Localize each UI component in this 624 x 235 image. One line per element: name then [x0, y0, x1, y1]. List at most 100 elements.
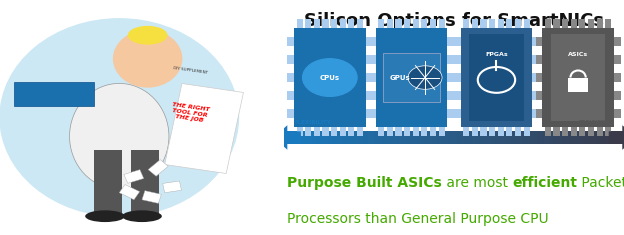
Bar [598, 131, 600, 144]
Bar [584, 131, 587, 144]
Bar [357, 127, 363, 136]
Bar [447, 37, 454, 46]
Bar [414, 131, 417, 144]
Ellipse shape [128, 26, 167, 45]
Bar [294, 28, 366, 127]
Bar [321, 131, 323, 144]
Bar [412, 131, 415, 144]
Text: EFFICIENCY: EFFICIENCY [578, 120, 614, 125]
Bar [620, 131, 623, 144]
FancyArrow shape [608, 125, 624, 150]
Bar [475, 131, 477, 144]
Bar [439, 127, 445, 136]
Bar [404, 19, 410, 28]
Bar [602, 131, 605, 144]
Bar [547, 131, 549, 144]
Bar [426, 131, 428, 144]
Bar [520, 131, 522, 144]
Bar [359, 131, 361, 144]
Bar [94, 150, 122, 216]
Bar [517, 131, 520, 144]
Bar [377, 131, 379, 144]
Text: FPGAs: FPGAs [485, 51, 508, 57]
Bar [325, 131, 328, 144]
Bar [509, 131, 511, 144]
Bar [430, 127, 436, 136]
Bar [504, 131, 507, 144]
Bar [607, 131, 609, 144]
Bar [489, 127, 495, 136]
Bar [368, 131, 370, 144]
Bar [578, 131, 580, 144]
Bar [419, 131, 422, 144]
Bar [498, 127, 504, 136]
Circle shape [114, 31, 182, 87]
Bar [498, 19, 504, 28]
Bar [522, 131, 524, 144]
Bar [466, 131, 469, 144]
Bar [544, 131, 547, 144]
Bar [464, 131, 466, 144]
Bar [535, 55, 542, 64]
Bar [124, 170, 144, 183]
Bar [345, 131, 348, 144]
Bar [545, 19, 551, 28]
Bar [454, 73, 461, 82]
Bar [381, 131, 384, 144]
Bar [348, 19, 354, 28]
Bar [490, 131, 493, 144]
Bar [457, 131, 460, 144]
Text: efficient: efficient [512, 176, 577, 190]
Bar [535, 37, 542, 46]
Bar [611, 131, 614, 144]
Bar [551, 131, 553, 144]
Bar [618, 131, 620, 144]
Bar [430, 19, 436, 28]
Circle shape [408, 66, 442, 89]
Bar [562, 19, 568, 28]
Bar [328, 131, 330, 144]
Bar [394, 131, 397, 144]
Bar [305, 127, 311, 136]
Bar [369, 55, 376, 64]
Bar [447, 91, 454, 100]
Bar [448, 131, 451, 144]
Bar [560, 131, 562, 144]
Bar [568, 131, 572, 144]
Bar [357, 19, 363, 28]
Bar [479, 131, 482, 144]
Bar [421, 131, 424, 144]
Bar [571, 19, 577, 28]
Bar [529, 131, 531, 144]
FancyArrow shape [274, 125, 301, 150]
Bar [535, 109, 542, 118]
Bar [605, 131, 607, 144]
Bar [417, 131, 419, 144]
Bar [582, 131, 585, 144]
Bar [524, 131, 527, 144]
Bar [535, 91, 542, 100]
Text: THE RIGHT
TOOL FOR
THE JOB: THE RIGHT TOOL FOR THE JOB [170, 102, 210, 124]
Bar [506, 19, 512, 28]
Bar [376, 28, 447, 127]
Bar [513, 131, 515, 144]
Bar [484, 131, 487, 144]
Bar [406, 131, 408, 144]
Bar [387, 19, 393, 28]
Bar [510, 131, 513, 144]
Bar [305, 19, 311, 28]
Bar [614, 73, 621, 82]
Bar [408, 131, 411, 144]
Bar [447, 73, 454, 82]
Bar [532, 109, 539, 118]
Bar [410, 131, 412, 144]
Text: Purpose Built ASICs: Purpose Built ASICs [287, 176, 442, 190]
Bar [502, 131, 504, 144]
Bar [553, 19, 560, 28]
Bar [452, 131, 455, 144]
Bar [399, 131, 402, 144]
Bar [287, 131, 290, 144]
Bar [308, 131, 310, 144]
Bar [472, 127, 478, 136]
Text: Packet: Packet [577, 176, 624, 190]
